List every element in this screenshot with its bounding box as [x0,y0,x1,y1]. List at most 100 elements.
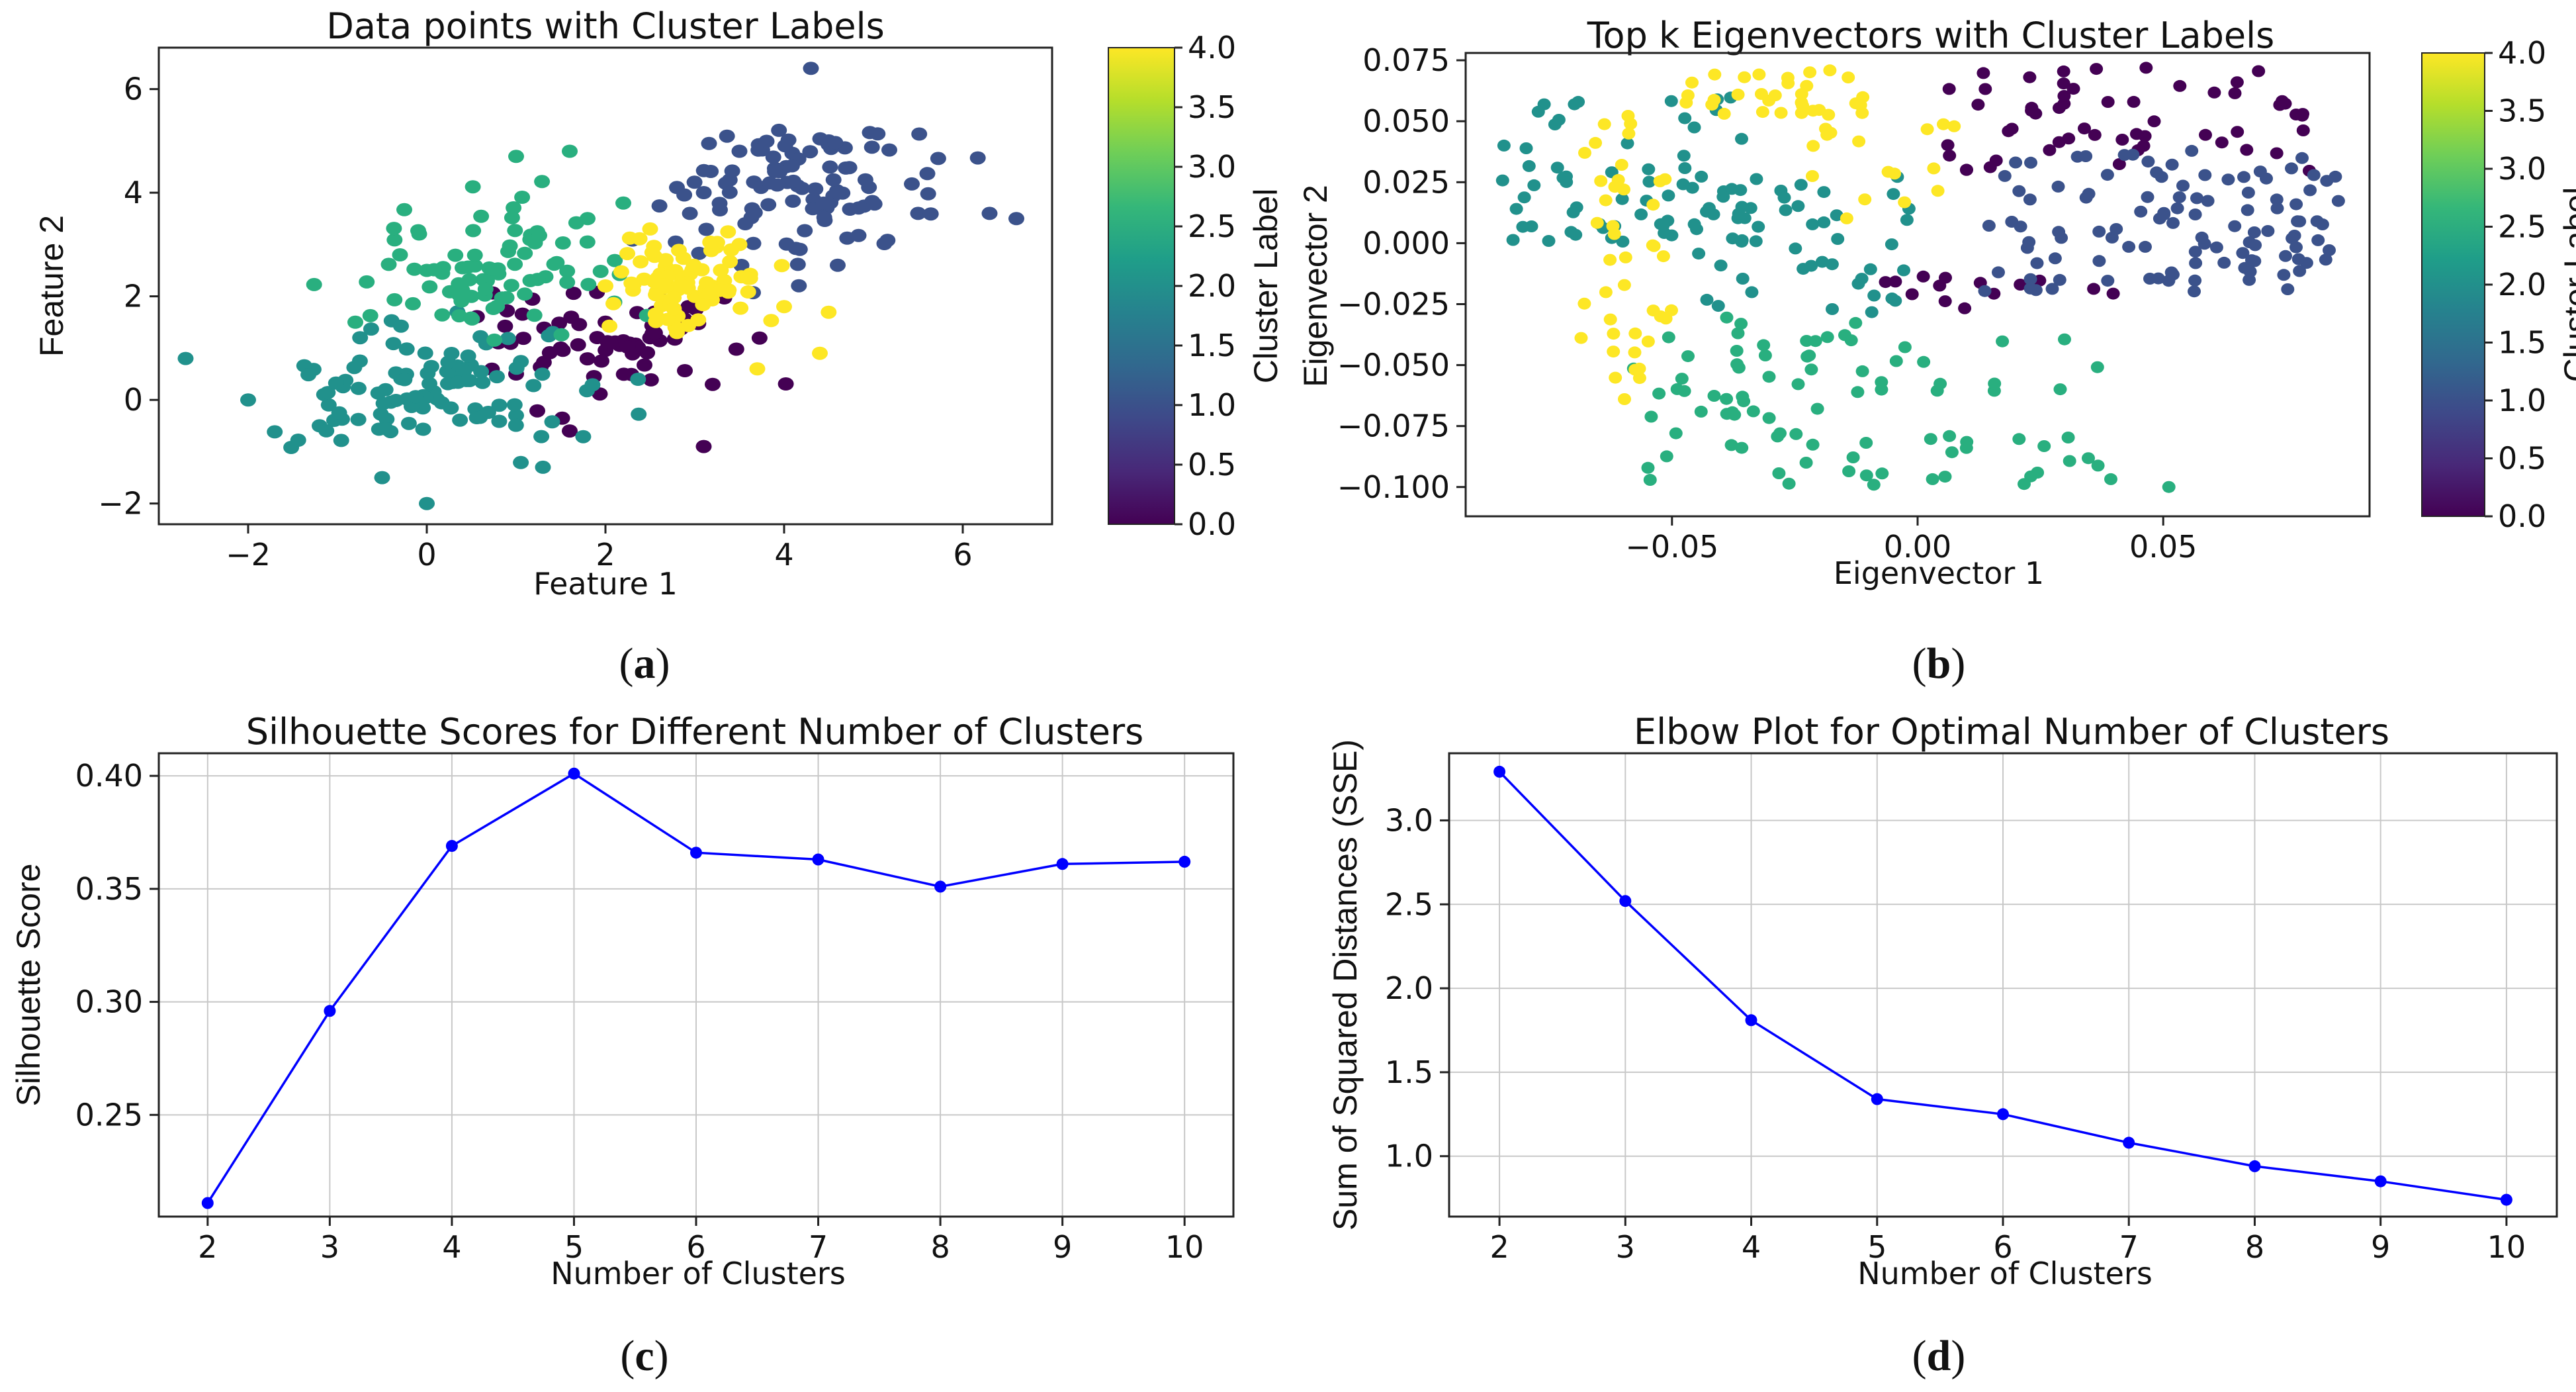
x-tick-label: −2 [226,537,271,573]
scatter-point [406,262,423,276]
scatter-point [712,203,728,216]
scatter-point [1497,139,1511,152]
scatter-point [423,359,439,373]
scatter-point [300,368,317,382]
scatter-point [1777,191,1791,204]
scatter-point [1794,179,1808,191]
scatter-point [1550,162,1564,174]
scatter-point [2293,265,2307,277]
scatter-point [1678,112,1692,124]
scatter-point [2092,255,2106,267]
scatter-point [2215,136,2229,149]
panel-c-xlabel: Number of Clusters [551,1256,846,1291]
scatter-point [1826,303,1839,315]
scatter-point [1618,393,1631,405]
scatter-point [2166,216,2180,229]
colorbar-tick-label: 0.0 [2498,498,2546,534]
scatter-point [2310,215,2324,228]
scatter-point [546,257,562,271]
y-tick-label: 6 [124,71,143,107]
scatter-point [559,275,576,289]
y-tick-label: 1.5 [1385,1054,1433,1090]
scatter-point [825,173,842,187]
scatter-point [1806,140,1820,152]
scatter-point [740,271,757,285]
scatter-point [2045,283,2059,295]
scatter-point [1641,335,1655,348]
colorbar-tick-label: 2.0 [1188,268,1236,304]
scatter-point [1621,110,1635,122]
scatter-point [1900,214,1914,226]
panel-d-ylabel: Sum of Squared Distances (SSE) [1327,739,1364,1230]
colorbar-tick-label: 4.0 [1188,30,1236,66]
scatter-point [498,291,515,304]
scatter-point [1641,461,1655,474]
scatter-point [2018,478,2031,490]
scatter-point [2270,202,2284,214]
scatter-point [619,340,636,354]
scatter-point [579,235,596,249]
scatter-point [1609,371,1622,384]
scatter-point [1607,328,1621,340]
scatter-point [2057,90,2071,102]
scatter-point [267,425,283,439]
scatter-point [631,232,648,246]
scatter-point [328,376,344,390]
scatter-point [677,364,693,377]
scatter-point [695,163,712,177]
scatter-point [351,354,368,368]
scatter-point [613,265,629,279]
scatter-point [1525,220,1538,232]
scatter-point [240,393,256,407]
scatter-point [2048,252,2062,265]
scatter-point [1656,250,1670,263]
scatter-point [1568,98,1581,111]
scatter-point [1495,174,1509,187]
scatter-point [2090,63,2104,75]
scatter-point [713,263,729,277]
scatter-point [1898,196,1912,209]
scatter-point [607,254,623,267]
x-tick-label: 4 [442,1229,461,1265]
scatter-point [904,177,920,191]
scatter-point [2188,274,2202,287]
scatter-point [507,257,523,271]
data-point [2123,1137,2135,1149]
scatter-point [1738,71,1752,83]
scatter-point [396,203,412,216]
scatter-point [396,373,413,387]
panel-c-line: Silhouette Scores for Different Number o… [10,711,1235,1380]
scatter-point [1745,286,1759,299]
colorbar-tick-label: 3.0 [2498,151,2546,187]
scatter-point [1724,439,1738,451]
scatter-point [508,361,525,375]
scatter-point [2241,187,2255,199]
scatter-point [623,276,640,290]
scatter-point [1622,127,1636,140]
scatter-point [671,244,687,257]
scatter-point [386,222,402,236]
scatter-point [473,209,490,223]
scatter-point [1810,402,1824,415]
scatter-point [1752,220,1765,233]
scatter-point [562,424,578,438]
scatter-point [598,279,613,293]
scatter-point [465,180,481,194]
y-tick-label: 0.25 [75,1097,143,1133]
scatter-point [1531,105,1545,118]
colorbar-tick-label: 1.5 [1188,328,1236,363]
scatter-point [503,279,519,293]
scatter-point [559,264,576,278]
scatter-point [392,248,408,261]
scatter-point [592,265,609,278]
data-point [934,880,947,893]
scatter-point [1707,390,1721,402]
scatter-point [1519,142,1533,154]
scatter-point [1750,173,1763,185]
scatter-point [2147,115,2161,128]
scatter-point [1735,441,1749,454]
scatter-point [2063,455,2076,467]
scatter-point [1817,216,1831,228]
scatter-point [2195,231,2209,244]
scatter-point [1992,266,2005,279]
